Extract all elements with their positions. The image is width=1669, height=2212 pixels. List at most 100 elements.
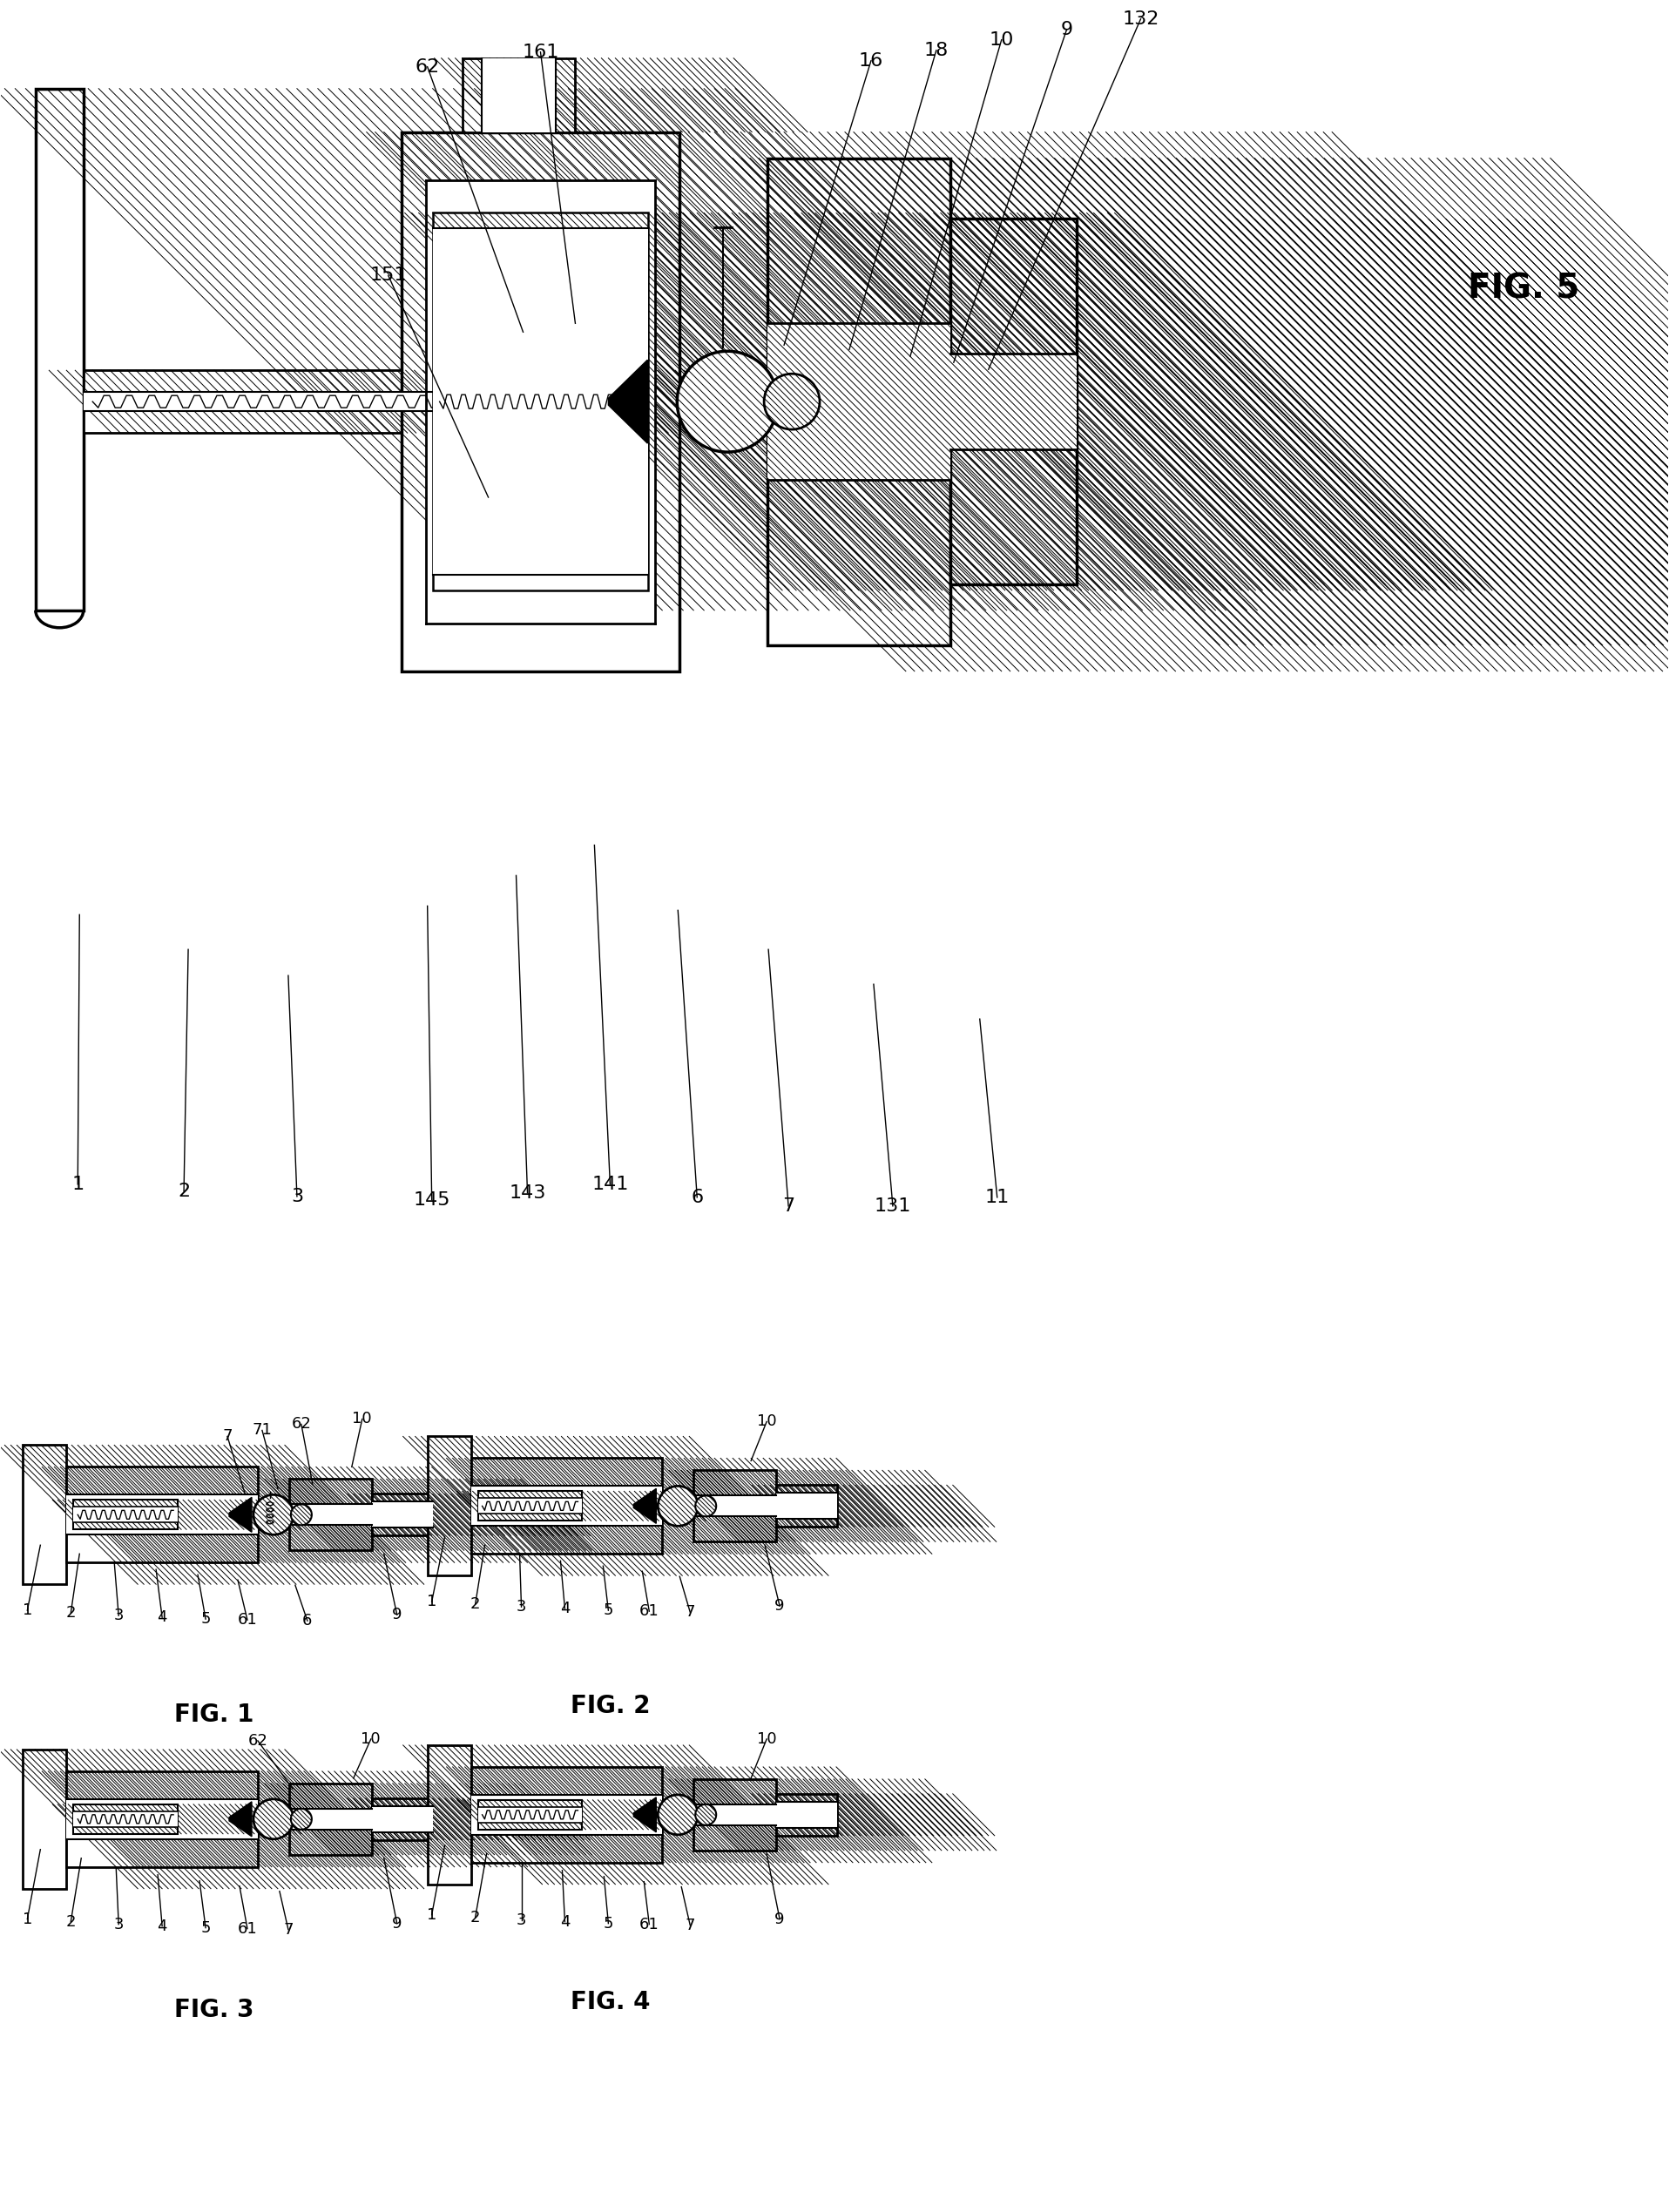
Bar [776, 1484, 838, 1526]
Circle shape [764, 374, 819, 429]
Text: 61: 61 [639, 1604, 659, 1619]
Text: 9: 9 [392, 1606, 402, 1624]
Bar [426, 179, 656, 624]
Text: 7: 7 [783, 1197, 794, 1214]
Text: 10: 10 [352, 1411, 372, 1427]
Circle shape [696, 1805, 716, 1825]
Text: 4: 4 [559, 1601, 569, 1617]
Bar [401, 133, 679, 670]
Text: 10: 10 [990, 31, 1013, 49]
Bar [73, 1500, 179, 1528]
Bar [694, 1471, 776, 1542]
Bar [289, 1504, 372, 1524]
Bar [477, 1801, 582, 1829]
Text: FIG. 1: FIG. 1 [175, 1703, 254, 1728]
Text: 3: 3 [516, 1599, 526, 1615]
Bar [768, 157, 950, 646]
Circle shape [254, 1798, 294, 1838]
Text: 62: 62 [292, 1416, 310, 1431]
Text: 4: 4 [157, 1610, 167, 1626]
Text: 7: 7 [684, 1604, 694, 1619]
Text: 3: 3 [516, 1911, 526, 1929]
Text: FIG. 3: FIG. 3 [175, 1997, 254, 2022]
Text: 1: 1 [427, 1595, 437, 1610]
Bar [372, 1798, 432, 1840]
Bar [289, 1809, 372, 1829]
Bar [950, 219, 1077, 584]
Text: 10: 10 [361, 1732, 381, 1747]
Bar [289, 1783, 372, 1854]
Polygon shape [229, 1803, 252, 1836]
Text: 71: 71 [252, 1422, 272, 1438]
Circle shape [658, 1486, 698, 1526]
Bar [83, 392, 636, 411]
Bar [83, 369, 636, 434]
Text: 6: 6 [302, 1613, 312, 1628]
Bar [67, 1495, 257, 1535]
Bar [432, 212, 648, 591]
Text: FIG. 2: FIG. 2 [571, 1694, 649, 1719]
Text: 6: 6 [691, 1188, 703, 1206]
Text: 2: 2 [65, 1913, 75, 1929]
Text: 2: 2 [471, 1597, 481, 1613]
Bar [432, 212, 648, 591]
Bar [471, 1767, 663, 1863]
Polygon shape [634, 1798, 656, 1832]
Bar [427, 1436, 471, 1575]
Bar [471, 1486, 663, 1526]
Text: 5: 5 [603, 1601, 613, 1619]
Bar [776, 1794, 838, 1836]
Bar [768, 157, 950, 646]
Bar [427, 1436, 471, 1575]
Text: 161: 161 [522, 44, 559, 60]
Bar [950, 354, 1077, 449]
Bar [37, 88, 83, 611]
Text: 2: 2 [65, 1606, 75, 1621]
Text: 10: 10 [756, 1413, 776, 1429]
Bar [471, 1458, 663, 1553]
Text: 145: 145 [414, 1192, 451, 1208]
Text: 9: 9 [774, 1911, 784, 1927]
Text: 10: 10 [756, 1732, 776, 1747]
Bar [67, 1467, 257, 1562]
Text: 4: 4 [157, 1918, 167, 1933]
Bar [481, 58, 556, 133]
Bar [694, 1778, 776, 1851]
Bar [477, 1491, 582, 1522]
Bar [776, 1493, 838, 1520]
Bar [73, 1805, 179, 1834]
Bar [23, 1750, 67, 1889]
Bar [289, 1480, 372, 1551]
Bar [477, 1807, 582, 1823]
Bar [471, 1458, 663, 1553]
Bar [372, 1805, 432, 1832]
Text: FIG. 4: FIG. 4 [571, 1989, 649, 2013]
Bar [776, 1794, 838, 1836]
Bar [477, 1491, 582, 1522]
Bar [73, 1812, 179, 1827]
Text: 7: 7 [284, 1922, 294, 1938]
Bar [67, 1798, 257, 1838]
Bar [289, 1480, 372, 1551]
Text: 16: 16 [860, 53, 883, 69]
Text: 5: 5 [200, 1610, 210, 1626]
Text: 3: 3 [113, 1916, 124, 1931]
Circle shape [678, 352, 778, 451]
Bar [372, 1493, 432, 1535]
Text: 1: 1 [427, 1907, 437, 1922]
Polygon shape [608, 361, 648, 442]
Bar [694, 1778, 776, 1851]
Bar [23, 1750, 67, 1889]
Circle shape [254, 1495, 294, 1535]
Text: 7: 7 [684, 1918, 694, 1933]
Bar [768, 323, 950, 480]
Bar [462, 58, 576, 133]
Circle shape [658, 1794, 698, 1834]
Text: 141: 141 [591, 1175, 629, 1192]
Circle shape [290, 1504, 312, 1524]
Bar [372, 1798, 432, 1840]
Text: 151: 151 [371, 268, 407, 283]
Bar [37, 88, 83, 611]
Bar [477, 1801, 582, 1829]
Bar [462, 58, 576, 133]
